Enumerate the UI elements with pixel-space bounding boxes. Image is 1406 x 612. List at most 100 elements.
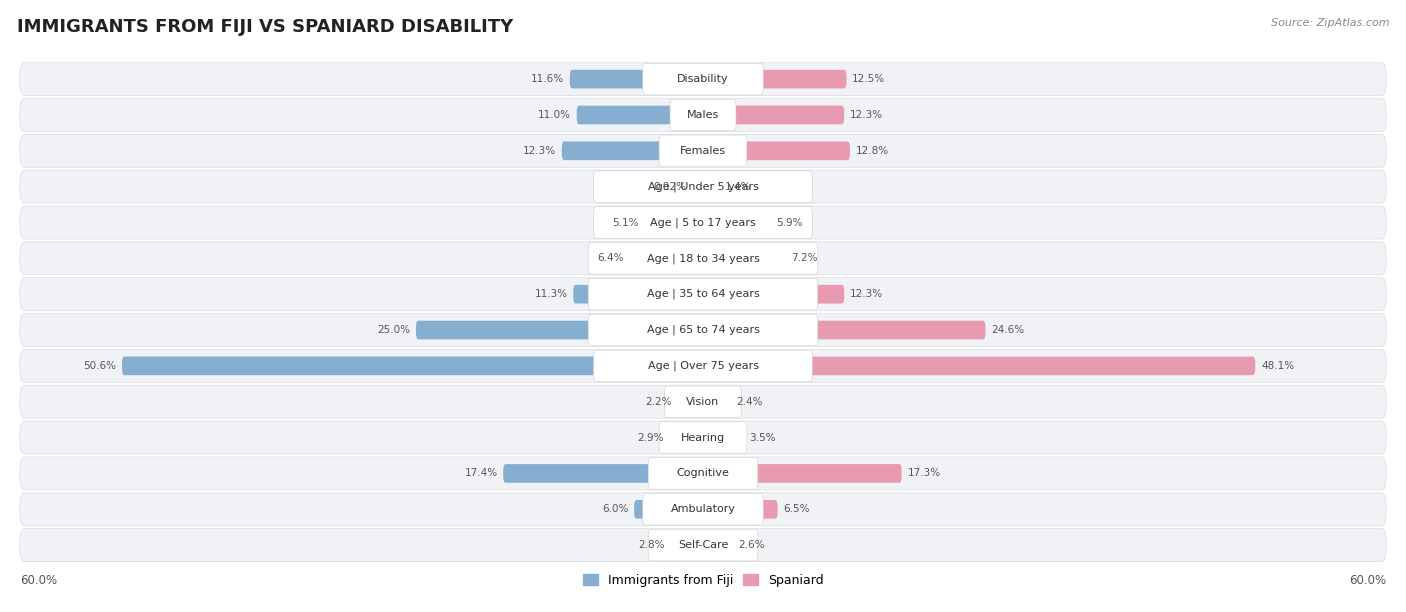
FancyBboxPatch shape [643,64,763,95]
Text: 5.1%: 5.1% [612,217,638,228]
FancyBboxPatch shape [671,99,735,131]
FancyBboxPatch shape [593,207,813,238]
Text: Ambulatory: Ambulatory [671,504,735,514]
FancyBboxPatch shape [20,349,1386,382]
FancyBboxPatch shape [20,62,1386,95]
FancyBboxPatch shape [20,206,1386,239]
Text: 11.3%: 11.3% [534,289,568,299]
Text: Age | 18 to 34 years: Age | 18 to 34 years [647,253,759,264]
Text: 50.6%: 50.6% [83,361,117,371]
FancyBboxPatch shape [588,278,818,310]
FancyBboxPatch shape [634,500,703,518]
FancyBboxPatch shape [630,249,703,267]
Text: 24.6%: 24.6% [991,325,1025,335]
Text: Age | Over 75 years: Age | Over 75 years [648,360,758,371]
FancyBboxPatch shape [703,177,718,196]
FancyBboxPatch shape [122,357,703,375]
Text: Age | 35 to 64 years: Age | 35 to 64 years [647,289,759,299]
Text: Females: Females [681,146,725,156]
Text: 6.4%: 6.4% [598,253,624,263]
Text: 3.5%: 3.5% [749,433,776,442]
FancyBboxPatch shape [659,422,747,453]
Text: 6.5%: 6.5% [783,504,810,514]
FancyBboxPatch shape [20,457,1386,490]
FancyBboxPatch shape [588,315,818,346]
FancyBboxPatch shape [703,141,851,160]
FancyBboxPatch shape [703,536,733,554]
Legend: Immigrants from Fiji, Spaniard: Immigrants from Fiji, Spaniard [578,569,828,592]
FancyBboxPatch shape [593,350,813,382]
FancyBboxPatch shape [20,170,1386,203]
Text: 2.6%: 2.6% [738,540,765,550]
Text: 2.2%: 2.2% [645,397,672,407]
Text: 2.4%: 2.4% [737,397,763,407]
FancyBboxPatch shape [671,536,703,554]
Text: IMMIGRANTS FROM FIJI VS SPANIARD DISABILITY: IMMIGRANTS FROM FIJI VS SPANIARD DISABIL… [17,18,513,36]
Text: Age | 65 to 74 years: Age | 65 to 74 years [647,325,759,335]
FancyBboxPatch shape [20,134,1386,167]
Text: Cognitive: Cognitive [676,468,730,479]
FancyBboxPatch shape [703,70,846,89]
FancyBboxPatch shape [574,285,703,304]
Text: 17.3%: 17.3% [907,468,941,479]
Text: 17.4%: 17.4% [464,468,498,479]
FancyBboxPatch shape [703,428,744,447]
Text: Hearing: Hearing [681,433,725,442]
FancyBboxPatch shape [20,385,1386,418]
Text: 2.9%: 2.9% [637,433,664,442]
FancyBboxPatch shape [562,141,703,160]
Text: 1.4%: 1.4% [725,182,751,192]
FancyBboxPatch shape [20,99,1386,132]
Text: 12.3%: 12.3% [851,110,883,120]
Text: 12.8%: 12.8% [856,146,889,156]
FancyBboxPatch shape [703,285,844,304]
Text: 48.1%: 48.1% [1261,361,1294,371]
FancyBboxPatch shape [644,213,703,232]
Text: 12.3%: 12.3% [851,289,883,299]
FancyBboxPatch shape [692,177,703,196]
Text: 5.9%: 5.9% [776,217,803,228]
Text: 25.0%: 25.0% [377,325,411,335]
Text: 12.3%: 12.3% [523,146,555,156]
Text: 60.0%: 60.0% [1350,574,1386,587]
FancyBboxPatch shape [503,464,703,483]
Text: Males: Males [688,110,718,120]
FancyBboxPatch shape [569,70,703,89]
Text: Vision: Vision [686,397,720,407]
Text: Age | 5 to 17 years: Age | 5 to 17 years [650,217,756,228]
FancyBboxPatch shape [593,171,813,203]
FancyBboxPatch shape [20,493,1386,526]
FancyBboxPatch shape [576,106,703,124]
FancyBboxPatch shape [703,106,844,124]
Text: Age | Under 5 years: Age | Under 5 years [648,181,758,192]
FancyBboxPatch shape [703,321,986,340]
FancyBboxPatch shape [20,313,1386,346]
Text: 11.6%: 11.6% [531,74,564,84]
FancyBboxPatch shape [678,392,703,411]
FancyBboxPatch shape [669,428,703,447]
FancyBboxPatch shape [643,493,763,525]
FancyBboxPatch shape [648,529,758,561]
FancyBboxPatch shape [703,249,786,267]
FancyBboxPatch shape [703,357,1256,375]
Text: 2.8%: 2.8% [638,540,665,550]
FancyBboxPatch shape [665,386,741,417]
Text: Source: ZipAtlas.com: Source: ZipAtlas.com [1271,18,1389,28]
Text: 6.0%: 6.0% [602,504,628,514]
Text: 11.0%: 11.0% [538,110,571,120]
FancyBboxPatch shape [588,242,818,274]
FancyBboxPatch shape [659,135,747,166]
FancyBboxPatch shape [20,242,1386,275]
Text: 60.0%: 60.0% [20,574,56,587]
FancyBboxPatch shape [703,464,901,483]
Text: 0.92%: 0.92% [654,182,686,192]
FancyBboxPatch shape [20,278,1386,311]
FancyBboxPatch shape [20,421,1386,454]
FancyBboxPatch shape [20,529,1386,562]
FancyBboxPatch shape [648,458,758,489]
FancyBboxPatch shape [416,321,703,340]
Text: Self-Care: Self-Care [678,540,728,550]
FancyBboxPatch shape [703,392,731,411]
Text: Disability: Disability [678,74,728,84]
FancyBboxPatch shape [703,213,770,232]
